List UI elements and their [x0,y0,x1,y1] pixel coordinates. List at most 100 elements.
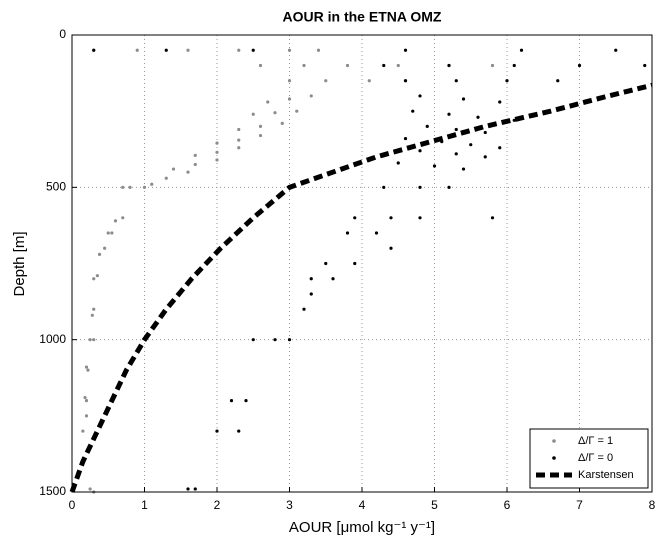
point [490,63,495,68]
point [215,158,219,162]
point [244,399,248,403]
point [418,149,422,153]
point [454,127,458,132]
point [287,79,292,83]
point [215,150,219,154]
point [353,261,357,266]
point [396,63,400,68]
point [403,79,408,83]
point [229,399,234,403]
point [84,365,89,369]
y-tick-label: 0 [59,27,66,41]
point [186,170,190,174]
point [512,63,516,68]
point [287,338,292,342]
point [447,112,451,116]
legend-label: Δ/Γ = 1 [578,435,613,447]
point [425,124,429,128]
point [324,261,328,266]
point [258,63,263,68]
point [237,146,241,150]
point [251,48,255,52]
point [95,274,99,278]
legend-swatch [552,456,556,460]
point [237,48,241,52]
point [273,338,277,342]
point [331,277,335,281]
point [447,185,451,189]
x-tick-label: 1 [141,498,148,512]
point [411,109,415,113]
point [556,79,560,83]
x-tick-label: 8 [649,498,656,512]
point [461,167,466,171]
point [280,121,284,125]
point [382,185,386,189]
point [103,246,107,250]
point [142,185,147,189]
point [454,79,458,83]
point [83,395,87,400]
point [258,124,263,128]
x-tick-label: 0 [69,498,76,512]
point [483,155,487,159]
point [171,167,176,171]
point [164,176,168,180]
point [447,63,451,68]
legend: Δ/Γ = 1 Δ/Γ = 0 Karstensen [529,428,649,489]
point [309,277,313,281]
point [418,216,422,220]
y-tick-label: 500 [46,180,66,194]
point [519,48,524,52]
point [186,48,190,52]
point [469,143,473,147]
point [295,109,299,113]
point [476,115,480,119]
x-tick-label: 3 [286,498,293,512]
point [418,185,422,189]
x-tick-label: 2 [214,498,221,512]
point [367,79,371,83]
point [135,48,139,52]
point [97,252,102,256]
plot-frame [71,34,653,493]
point [88,338,92,342]
point [287,97,292,101]
y-tick-label: 1500 [39,484,66,498]
point [432,164,437,168]
point [106,231,110,235]
point [237,138,241,142]
point [490,216,495,220]
point [215,429,219,433]
point [128,185,132,189]
point [251,338,255,342]
point [287,48,292,52]
point [164,48,168,52]
point [88,487,92,491]
point [273,111,277,115]
point [353,216,357,220]
x-tick-label: 7 [576,498,583,512]
point [258,133,263,138]
point [316,48,321,52]
point [324,79,328,83]
point [309,292,313,296]
point [498,146,502,150]
point [121,185,125,189]
point [110,231,114,235]
point [84,399,89,403]
point [345,63,350,68]
point [505,79,509,83]
point [389,246,393,250]
point [614,48,618,52]
point [193,487,197,491]
point [90,313,94,317]
legend-label: Karstensen [578,469,634,481]
point [302,63,306,68]
point [92,307,96,311]
point [92,48,96,52]
point [186,487,190,491]
curve [69,82,653,493]
x-axis-label: AOUR [μmol kg⁻¹ y⁻¹] [289,519,435,536]
